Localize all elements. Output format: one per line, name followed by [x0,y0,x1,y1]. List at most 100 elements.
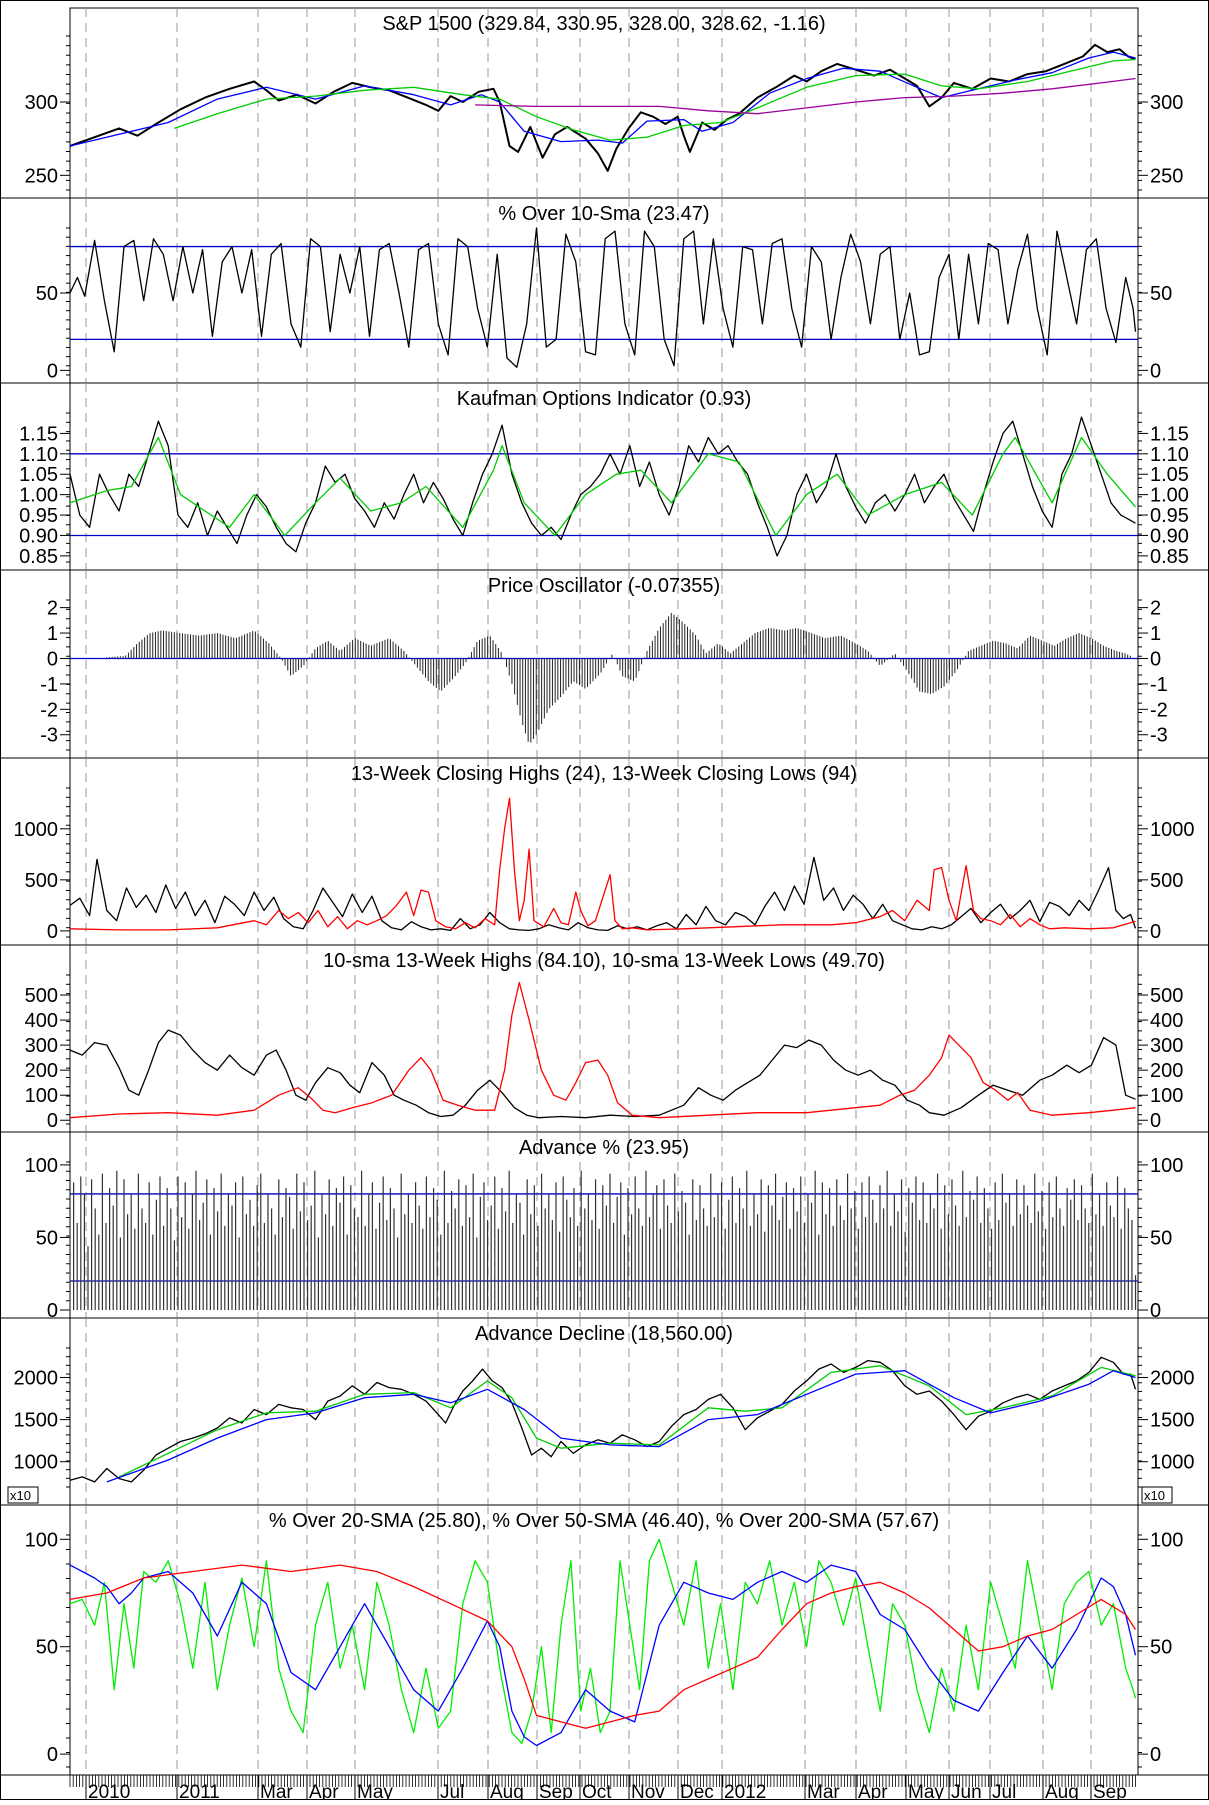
y-tick-label-left: 50 [36,1637,58,1659]
series-line-over-200sma [69,1564,1137,1729]
y-tick-label-right: 1000 [1150,819,1195,841]
month-label: Nov [631,1782,665,1800]
panel-frame [69,757,1139,946]
month-label: 2011 [179,1782,220,1800]
month-label: Apr [309,1782,339,1800]
y-tick-label-right: 300 [1150,92,1183,114]
y-tick-label-left: 0 [47,1110,58,1132]
series-line-ad-line [69,1356,1137,1483]
month-label: Dec [680,1782,714,1800]
y-tick-label-left: 1.15 [19,423,58,445]
panel-frame [69,7,1139,199]
y-tick-label-right: 0 [1150,921,1161,943]
series-line-ma-mid [174,58,1136,141]
series-line-highs-sma [69,1029,1136,1119]
month-label: Aug [1045,1782,1079,1800]
series-line-ad-ma-mid [118,1365,1136,1478]
panel-title: Price Oscillator (-0.07355) [488,575,720,597]
y-tick-label-right: 50 [1150,283,1172,305]
y-tick-label-right: 0.85 [1150,546,1189,568]
month-label: Mar [807,1782,840,1800]
month-label: Jul [992,1782,1016,1800]
y-tick-label-right: 1.00 [1150,485,1189,507]
panel-title: 10-sma 13-Week Highs (84.10), 10-sma 13-… [323,950,885,972]
y-tick-label-right: 2 [1150,598,1161,620]
y-tick-label-right: 2000 [1150,1367,1195,1389]
y-tick-label-right: 0 [1150,1300,1161,1322]
y-tick-label-left: -1 [40,674,58,696]
y-tick-label-left: 250 [25,165,58,187]
multiplier-box-right [1141,1486,1173,1504]
y-tick-label-right: 50 [1150,1637,1172,1659]
y-tick-label-right: 1.05 [1150,464,1189,486]
y-tick-label-right: 1500 [1150,1410,1195,1432]
month-label: Jun [951,1782,982,1800]
month-label: Sep [1093,1782,1127,1800]
y-tick-label-left: 100 [25,1085,58,1107]
y-tick-label-left: 0 [47,1300,58,1322]
y-tick-label-right: 0 [1150,360,1161,382]
y-tick-label-left: 0 [47,1744,58,1766]
y-tick-label-left: 400 [25,1010,58,1032]
month-label: Jul [440,1782,464,1800]
y-tick-label-right: 250 [1150,165,1183,187]
panel-title: Advance Decline (18,560.00) [475,1323,733,1345]
panel-frame [69,1504,1139,1776]
y-tick-label-right: 1.10 [1150,444,1189,466]
y-tick-label-left: 1.05 [19,464,58,486]
panel-title: S&P 1500 (329.84, 330.95, 328.00, 328.62… [382,13,825,35]
y-tick-label-right: 100 [1150,1085,1183,1107]
y-tick-label-right: -2 [1150,699,1168,721]
month-label: 2010 [88,1782,130,1800]
month-label: May [908,1782,944,1800]
y-tick-label-right: 500 [1150,985,1183,1007]
series-line-lows [69,797,1136,931]
y-tick-label-left: 0.95 [19,505,58,527]
panel-frame [69,1317,1139,1506]
y-tick-label-right: -1 [1150,674,1168,696]
y-tick-label-left: 50 [36,1227,58,1249]
series-line-indicator [69,416,1136,557]
series-line-ma-short [69,51,1136,147]
month-label: May [357,1782,393,1800]
series-line-ma-long [475,77,1136,115]
y-tick-label-right: 300 [1150,1035,1183,1057]
y-tick-label-left: 0 [47,360,58,382]
y-tick-label-right: 400 [1150,1010,1183,1032]
y-tick-label-left: 0 [47,921,58,943]
series-line-over-50sma [69,1564,1137,1747]
series-line-over-20sma [69,1538,1137,1745]
panel-title: % Over 20-SMA (25.80), % Over 50-SMA (46… [269,1510,939,1532]
y-tick-label-right: 0 [1150,648,1161,670]
month-label: Sep [539,1782,573,1800]
series-line-lows-sma [69,981,1136,1119]
y-tick-label-left: -3 [40,725,58,747]
y-tick-label-left: 500 [25,870,58,892]
y-tick-label-right: -3 [1150,725,1168,747]
y-tick-label-left: 1 [47,623,58,645]
y-tick-label-right: 50 [1150,1227,1172,1249]
month-label: Oct [582,1782,612,1800]
y-tick-label-left: 200 [25,1060,58,1082]
y-tick-label-left: 50 [36,283,58,305]
y-tick-label-left: 0 [47,648,58,670]
y-tick-label-left: 100 [25,1529,58,1551]
y-tick-label-right: 200 [1150,1060,1183,1082]
month-label: 2012 [724,1782,766,1800]
y-tick-label-left: 1000 [14,1452,59,1474]
y-tick-label-left: 0.85 [19,546,58,568]
y-tick-label-right: 1000 [1150,1452,1195,1474]
y-tick-label-left: 2000 [14,1367,59,1389]
panel-title: Advance % (23.95) [519,1137,689,1159]
panel-title: Kaufman Options Indicator (0.93) [457,388,752,410]
panel-title: 13-Week Closing Highs (24), 13-Week Clos… [351,763,857,785]
series-line-breadth [69,227,1137,368]
month-label: Mar [260,1782,293,1800]
series-line-signal [69,436,1136,537]
multiplier-label-left: x10 [10,1488,31,1503]
multiplier-box-left [7,1486,39,1504]
y-tick-label-left: 1500 [14,1410,59,1432]
y-tick-label-right: 100 [1150,1155,1183,1177]
